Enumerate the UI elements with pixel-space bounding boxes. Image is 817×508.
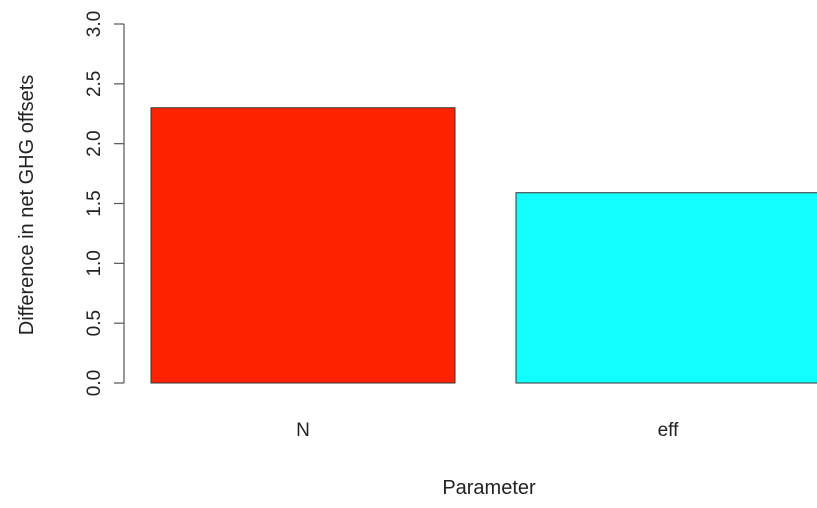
y-axis: 0.0 0.5 1.0 1.5 2.0 2.5 3.0 [84, 11, 124, 396]
y-tick-label: 1.5 [84, 190, 105, 216]
x-axis-title: Parameter [442, 477, 536, 499]
y-tick-label: 3.0 [84, 11, 105, 37]
x-category-label: N [296, 420, 310, 441]
y-axis-title: Difference in net GHG offsets [16, 75, 38, 336]
y-tick-label: 0.5 [84, 310, 105, 336]
bar-n [151, 108, 455, 383]
y-tick-label: 2.0 [84, 130, 105, 156]
bar-eff [516, 193, 817, 383]
y-tick-label: 0.0 [84, 370, 105, 396]
bar-group [151, 108, 817, 383]
x-category-label: eff [658, 420, 680, 441]
y-tick-label: 2.5 [84, 71, 105, 97]
y-tick-label: 1.0 [84, 250, 105, 276]
